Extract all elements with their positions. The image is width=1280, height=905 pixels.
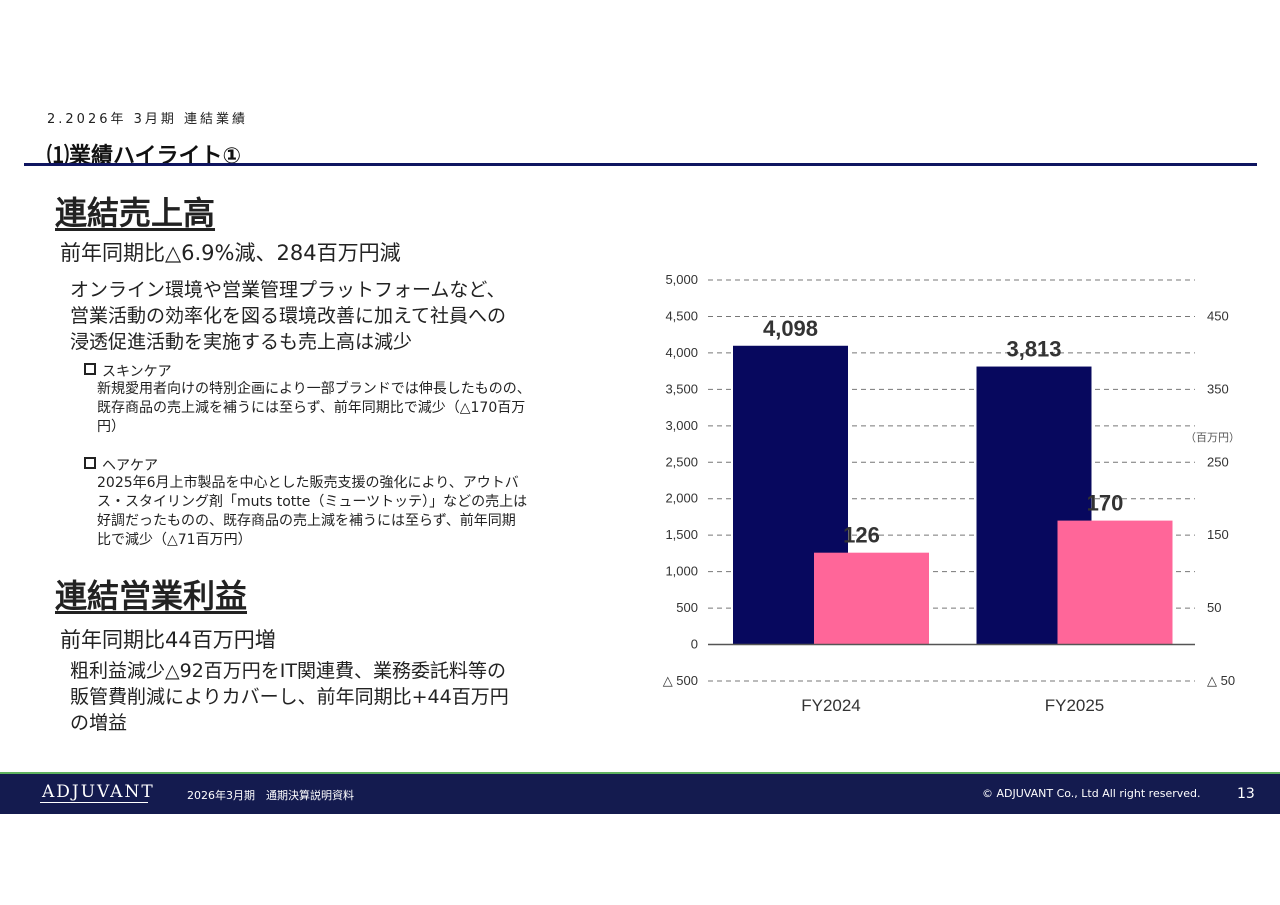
op-income-body-line: 粗利益減少△92百万円をIT関連費、業務委託料等の: [70, 660, 506, 682]
right-axis-unit: （百万円）: [1185, 431, 1240, 444]
sales-body-line: 浸透促進活動を実施するも売上高は減少: [70, 331, 413, 353]
right-axis-neg-label: △ 50: [1207, 673, 1235, 688]
bullet-haircare-body: 2025年6月上市製品を中心とした販売支援の強化により、アウトバ ス・スタイリン…: [97, 474, 607, 550]
left-axis-tick-label: 1,000: [665, 564, 698, 579]
bar-operating-income-label: 170: [1087, 491, 1124, 516]
sales-body: オンライン環境や営業管理プラットフォームなど、 営業活動の効率化を図る環境改善に…: [70, 277, 506, 355]
right-axis-tick-label: 450: [1207, 308, 1229, 323]
footer-bar: [0, 772, 1280, 814]
op-income-body: 粗利益減少△92百万円をIT関連費、業務委託料等の 販管費削減によりカバーし、前…: [70, 658, 509, 736]
sales-body-line: 営業活動の効率化を図る環境改善に加えて社員への: [70, 305, 507, 327]
right-axis-tick-label: 350: [1207, 381, 1229, 396]
checkbox-square-icon: [84, 457, 96, 469]
section-label: 2.2026年 3月期 連結業績: [47, 112, 249, 127]
sales-body-line: オンライン環境や営業管理プラットフォームなど、: [70, 279, 506, 301]
left-axis-tick-label: 3,000: [665, 418, 698, 433]
op-income-body-line: の増益: [70, 712, 128, 734]
bullet-haircare: ヘアケア: [84, 455, 158, 475]
bullet-skincare-body: 新規愛用者向けの特別企画により一部ブランドでは伸長したものの、 既存商品の売上減…: [97, 380, 607, 437]
bar-sales-label: 4,098: [763, 316, 818, 341]
bullet-skincare-title: スキンケア: [102, 364, 172, 380]
left-axis-tick-label: 5,000: [665, 272, 698, 287]
left-axis-tick-label: 2,500: [665, 454, 698, 469]
left-axis-tick-label: 1,500: [665, 527, 698, 542]
bullet-line: 2025年6月上市製品を中心とした販売支援の強化により、アウトバ: [97, 475, 519, 491]
left-axis-neg-label: △ 500: [663, 673, 698, 688]
bullet-line: 好調だったものの、既存商品の売上減を補うには至らず、前年同期: [97, 513, 516, 529]
checkbox-square-icon: [84, 363, 96, 375]
left-axis-tick-label: 4,500: [665, 308, 698, 323]
bullet-haircare-title: ヘアケア: [102, 458, 158, 474]
op-income-body-line: 販管費削減によりカバーし、前年同期比+44百万円: [70, 686, 509, 708]
sales-heading: 連結売上高: [55, 194, 216, 232]
adjuvant-logo: ADJUVANT: [42, 782, 155, 802]
bullet-skincare: スキンケア: [84, 361, 172, 381]
bullet-line: 新規愛用者向けの特別企画により一部ブランドでは伸長したものの、: [97, 381, 531, 397]
bullet-line: 比で減少（△71百万円）: [97, 532, 252, 548]
right-axis-tick-label: 150: [1207, 527, 1229, 542]
bar-operating-income: [814, 552, 929, 645]
bar-operating-income: [1057, 520, 1173, 645]
right-axis-tick-label: 250: [1207, 454, 1229, 469]
left-axis-tick-label: 0: [691, 637, 698, 652]
bar-sales-label: 3,813: [1006, 337, 1061, 362]
logo-underline: [40, 802, 148, 803]
op-income-heading: 連結営業利益: [55, 577, 248, 615]
left-axis-tick-label: 4,000: [665, 345, 698, 360]
title-divider: [24, 163, 1257, 166]
footer-document-title: 2026年3月期 通期決算説明資料: [187, 789, 354, 802]
left-axis-tick-label: 3,500: [665, 381, 698, 396]
bar-operating-income-label: 126: [843, 523, 880, 548]
sales-summary: 前年同期比△6.9%減、284百万円減: [60, 241, 401, 265]
bullet-line: ス・スタイリング剤「muts totte（ミューツトッテ）」などの売上は: [97, 494, 528, 510]
bullet-line: 円）: [97, 419, 125, 435]
right-axis-tick-label: 50: [1207, 600, 1221, 615]
footer-copyright: © ADJUVANT Co., Ltd All right reserved.: [982, 787, 1201, 800]
page-number: 13: [1237, 786, 1255, 802]
x-axis-category-label: FY2025: [1045, 696, 1105, 715]
left-axis-tick-label: 500: [676, 600, 698, 615]
sales-income-bar-chart: 5,000 4,500 4,000 3,500 3,000 2,500 2,000 1,500…: [663, 272, 1240, 715]
bullet-line: 既存商品の売上減を補うには至らず、前年同期比で減少（△170百万: [97, 400, 526, 416]
left-axis-tick-label: 2,000: [665, 491, 698, 506]
x-axis-category-label: FY2024: [801, 696, 861, 715]
op-income-summary: 前年同期比44百万円増: [60, 628, 276, 652]
